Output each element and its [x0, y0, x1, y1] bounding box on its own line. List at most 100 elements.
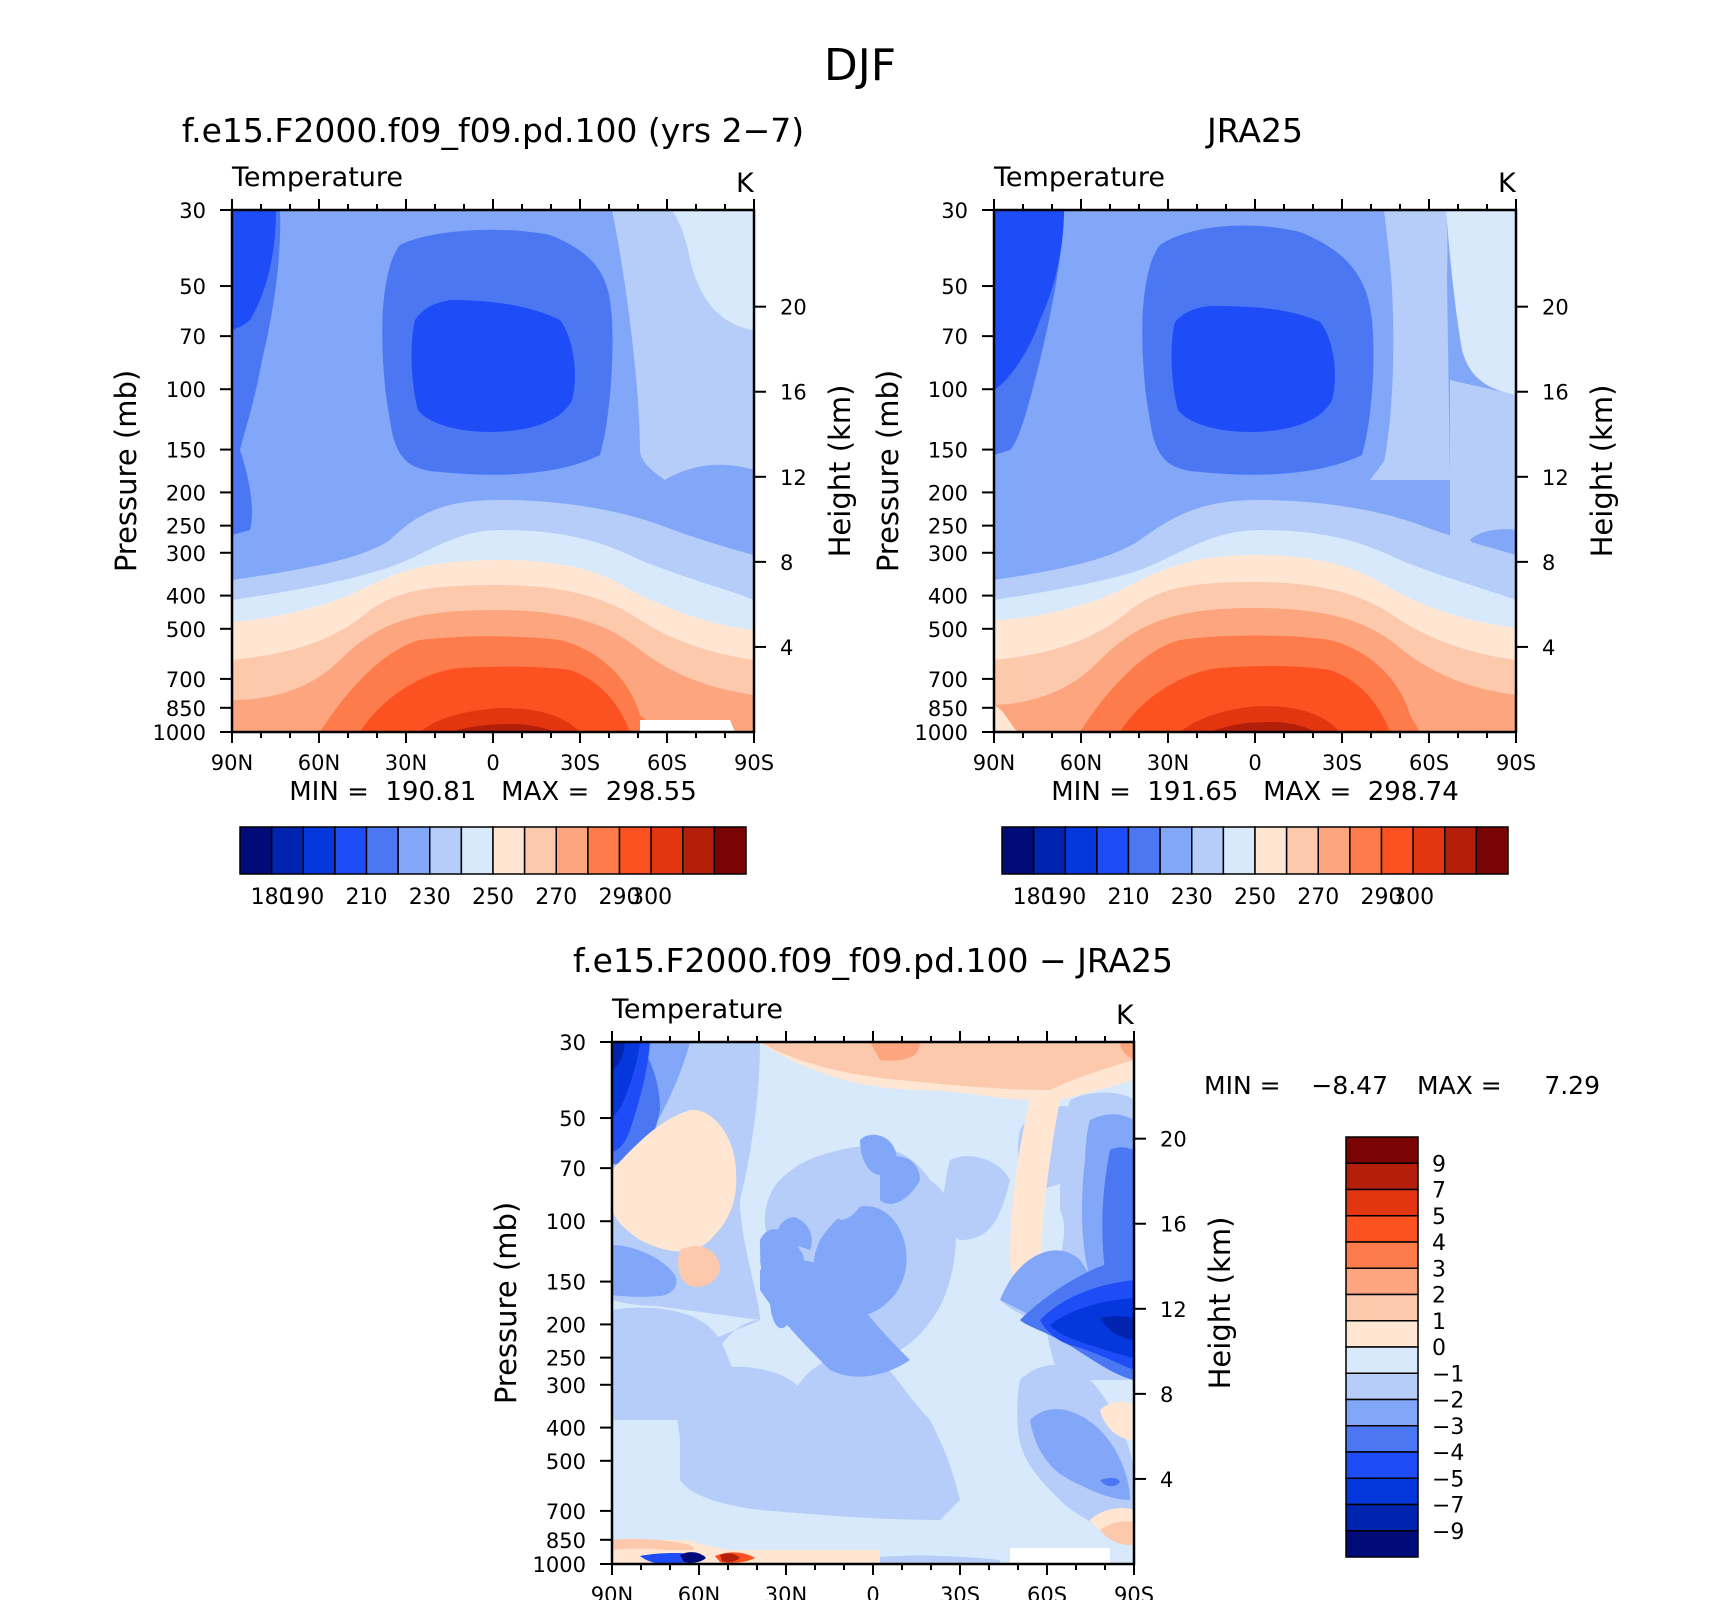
colorbar-box	[618, 826, 652, 875]
panel-title: f.e15.F2000.f09_f09.pd.100 (yrs 2−7)	[182, 111, 804, 150]
colorbar-box	[460, 826, 494, 875]
y-tick-label: 700	[166, 668, 206, 692]
y2-tick-label: 8	[1542, 551, 1555, 575]
y-tick-label: 1000	[915, 721, 968, 745]
max-value: 7.29	[1544, 1071, 1600, 1100]
x-tick-label: 90S	[734, 751, 774, 775]
x-tick-label: 30S	[1322, 751, 1362, 775]
y-tick-label: 300	[546, 1374, 586, 1398]
panel-model: f.e15.F2000.f09_f09.pd.100 (yrs 2−7) Tem…	[109, 111, 857, 910]
x-tick-label: 60N	[1060, 751, 1102, 775]
colorbar-label: −7	[1432, 1494, 1464, 1519]
contour-field	[612, 1042, 1134, 1564]
colorbar-label: 290	[1361, 885, 1403, 910]
colorbar-box	[1254, 826, 1288, 875]
y2-tick-label: 16	[780, 381, 807, 405]
y-tick-label: 200	[546, 1313, 586, 1337]
colorbar-label: 270	[1297, 885, 1339, 910]
y-tick-label: 300	[928, 542, 968, 566]
y-tick-label: 500	[928, 618, 968, 642]
y2-tick-label: 8	[1160, 1383, 1173, 1407]
y2-tick-label: 16	[1160, 1213, 1187, 1237]
colorbar-box	[302, 826, 336, 875]
contour-field	[232, 210, 754, 732]
colorbar-label: 3	[1432, 1257, 1446, 1282]
y-tick-label: 70	[179, 325, 206, 349]
panel-subtitle: Temperature	[231, 162, 403, 193]
x-tick-label: 30S	[940, 1583, 980, 1600]
y-tick-label: 250	[166, 515, 206, 539]
colorbar-box	[270, 826, 304, 875]
colorbar-label: 230	[409, 885, 451, 910]
y2-tick-label: 12	[1542, 466, 1569, 490]
colorbar-label: 290	[599, 885, 641, 910]
colorbar-label: 210	[1108, 885, 1150, 910]
colorbar-box	[1345, 1477, 1419, 1506]
colorbar-label: 210	[346, 885, 388, 910]
y-tick-label: 30	[179, 199, 206, 223]
colorbar-box	[1191, 826, 1225, 875]
x-tick-label: 90N	[973, 751, 1015, 775]
x-tick-label: 60N	[678, 1583, 720, 1600]
y2-tick-label: 20	[1160, 1128, 1187, 1152]
y-tick-label: 150	[928, 439, 968, 463]
x-tick-label: 60S	[1409, 751, 1449, 775]
colorbar-box	[1222, 826, 1256, 875]
x-tick-label: 30N	[385, 751, 427, 775]
y-tick-label: 400	[166, 585, 206, 609]
colorbar-label: −9	[1432, 1520, 1464, 1545]
x-tick-label: 60S	[1027, 1583, 1067, 1600]
y-tick-label: 250	[546, 1347, 586, 1371]
panel-subtitle: Temperature	[993, 162, 1165, 193]
colorbar-box	[650, 826, 684, 875]
x-tick-label: 30N	[765, 1583, 807, 1600]
colorbar-box	[1345, 1530, 1419, 1558]
colorbar-box	[334, 826, 368, 875]
colorbar-box	[1345, 1136, 1419, 1164]
y-tick-label: 150	[166, 439, 206, 463]
colorbar-box	[1345, 1503, 1419, 1532]
y2-axis-label: Height (km)	[1585, 385, 1619, 558]
colorbar-label: 0	[1432, 1336, 1446, 1361]
x-tick-label: 90N	[591, 1583, 633, 1600]
contour-field	[994, 210, 1516, 732]
colorbar-box	[1345, 1188, 1419, 1217]
max-label: MAX =	[1417, 1071, 1502, 1100]
y-axis-label: Pressure (mb)	[871, 370, 905, 572]
x-tick-label: 60N	[298, 751, 340, 775]
x-tick-label: 30N	[1147, 751, 1189, 775]
min-label: MIN =	[1204, 1071, 1281, 1100]
min-value: −8.47	[1311, 1071, 1388, 1100]
y-tick-label: 100	[928, 378, 968, 402]
colorbar-box	[1096, 826, 1130, 875]
y-tick-label: 300	[166, 542, 206, 566]
y-tick-label: 200	[166, 481, 206, 505]
y-tick-label: 700	[546, 1500, 586, 1524]
colorbar-box	[1345, 1451, 1419, 1479]
colorbar-label: 230	[1171, 885, 1213, 910]
colorbar-label: 180	[1013, 885, 1055, 910]
axes: 90N 60N 30N 0 30S 60S 90S 30 50 70 100 150 200 250 300…	[533, 1031, 1187, 1600]
y-tick-label: 500	[546, 1450, 586, 1474]
y-tick-label: 850	[546, 1529, 586, 1553]
colorbar-label: 300	[630, 885, 672, 910]
colorbar-label: 190	[1044, 885, 1086, 910]
y-axis-label: Pressure (mb)	[109, 370, 143, 572]
colorbar-box	[1475, 826, 1509, 875]
units-label: K	[736, 168, 755, 199]
x-tick-label: 90S	[1114, 1583, 1154, 1600]
y-axis-label: Pressure (mb)	[489, 1202, 523, 1404]
colorbar-box	[1345, 1346, 1419, 1374]
colorbar-box	[1345, 1162, 1419, 1191]
units-label: K	[1498, 168, 1517, 199]
figure-title: DJF	[824, 40, 896, 91]
colorbar-label: 300	[1392, 885, 1434, 910]
colorbar-box	[1345, 1241, 1419, 1269]
axes: 90N 60N 30N 0 30S 60S 90S 30 50 70 100 150 200 250 300…	[915, 199, 1569, 775]
y2-tick-label: 4	[780, 636, 793, 660]
colorbar-box	[1345, 1293, 1419, 1322]
y-tick-label: 1000	[153, 721, 206, 745]
